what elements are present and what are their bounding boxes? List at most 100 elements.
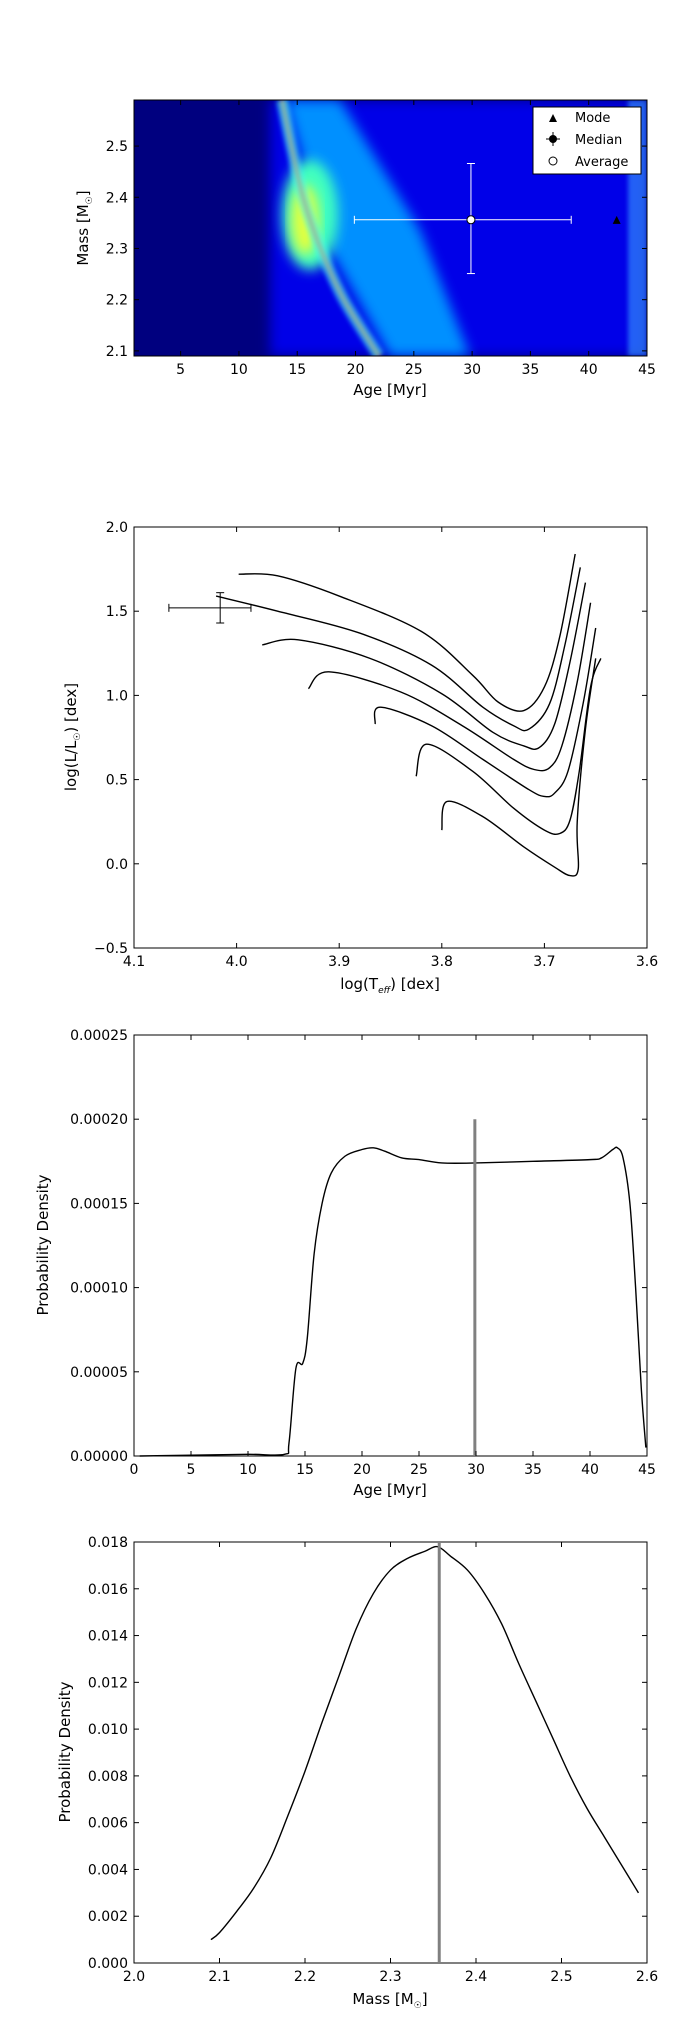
panel3-marks bbox=[210, 1542, 640, 1963]
y-tick-label: 0.004 bbox=[88, 1862, 128, 1878]
isochrone-line bbox=[215, 567, 581, 732]
y-tick-label: 0.00005 bbox=[70, 1365, 128, 1381]
x-tick-label: 2.4 bbox=[465, 1969, 487, 1985]
y-tick-label: 2.0 bbox=[106, 520, 128, 536]
legend-median-label: Median bbox=[575, 133, 622, 148]
panel2-marks bbox=[139, 1119, 647, 1457]
panel2-frame bbox=[133, 1034, 648, 1457]
legend-average-label: Average bbox=[575, 155, 628, 170]
x-tick-label: 3.8 bbox=[431, 954, 453, 970]
x-tick-label: 2.6 bbox=[636, 1969, 658, 1985]
pdf-line bbox=[139, 1146, 647, 1457]
y-tick-label: −0.5 bbox=[94, 941, 128, 957]
x-tick-label: 10 bbox=[239, 1462, 257, 1478]
y-tick-label: 0.010 bbox=[88, 1722, 128, 1738]
x-tick-label: 15 bbox=[288, 362, 306, 378]
panel-age-pdf: 0 5 10 15 20 25 30 35 40 45 0.00000 0.00005 0.00010 0… bbox=[34, 1028, 656, 1499]
y-tick-label: 2.2 bbox=[106, 293, 128, 309]
y-tick-label: 0.002 bbox=[88, 1909, 128, 1925]
isochrone-line bbox=[373, 627, 597, 798]
x-tick-label: 10 bbox=[230, 362, 248, 378]
x-tick-label: 0 bbox=[130, 1462, 139, 1478]
panel3-ylabel: Probability Density bbox=[56, 1681, 74, 1822]
panel0-frame bbox=[133, 99, 648, 357]
panel3-xlabel: Mass [M☉] bbox=[352, 1990, 427, 2011]
panel1-xlabel: log(Teff) [dex] bbox=[340, 975, 440, 996]
legend-mode-label: Mode bbox=[575, 111, 610, 126]
heatmap-cyan-band bbox=[285, 100, 470, 356]
y-tick-label: 0.00000 bbox=[70, 1449, 128, 1465]
panel3-frame bbox=[133, 1541, 648, 1964]
legend-median-marker bbox=[549, 135, 557, 143]
x-tick-label: 15 bbox=[296, 1462, 314, 1478]
panel0-ylabel: Mass [M☉] bbox=[74, 190, 95, 265]
x-tick-label: 5 bbox=[187, 1462, 196, 1478]
y-tick-label: 0.000 bbox=[88, 1956, 128, 1972]
x-tick-label: 2.0 bbox=[123, 1969, 145, 1985]
y-tick-label: 2.3 bbox=[106, 241, 128, 257]
x-tick-label: 4.1 bbox=[123, 954, 145, 970]
y-tick-label: 1.5 bbox=[106, 604, 128, 620]
x-tick-label: 2.2 bbox=[294, 1969, 316, 1985]
x-tick-label: 25 bbox=[410, 1462, 428, 1478]
x-tick-label: 3.7 bbox=[533, 954, 555, 970]
y-tick-label: 0.00010 bbox=[70, 1281, 128, 1297]
legend-mode-marker bbox=[549, 114, 557, 122]
x-tick-label: 4.0 bbox=[225, 954, 247, 970]
panel1-ylabel: log(L/L☉) [dex] bbox=[62, 683, 83, 791]
y-tick-label: 1.0 bbox=[106, 688, 128, 704]
y-tick-label: 2.1 bbox=[106, 344, 128, 360]
y-tick-label: 0.006 bbox=[88, 1816, 128, 1832]
pdf-line bbox=[210, 1545, 640, 1941]
panel3-axes: 2.0 2.1 2.2 2.3 2.4 2.5 2.6 0.000 0.002 0.004 0.00… bbox=[88, 1535, 658, 1985]
y-tick-label: 0.014 bbox=[88, 1629, 128, 1645]
panel2-axes: 0 5 10 15 20 25 30 35 40 45 0.00000 0.00005 0.00010 0… bbox=[70, 1028, 656, 1478]
x-tick-label: 35 bbox=[524, 1462, 542, 1478]
panel2-xlabel: Age [Myr] bbox=[353, 1481, 426, 1499]
y-tick-label: 0.018 bbox=[88, 1535, 128, 1551]
x-tick-label: 2.5 bbox=[550, 1969, 572, 1985]
y-tick-label: 0.016 bbox=[88, 1582, 128, 1598]
y-tick-label: 0.008 bbox=[88, 1769, 128, 1785]
x-tick-label: 40 bbox=[580, 362, 598, 378]
x-tick-label: 2.1 bbox=[208, 1969, 230, 1985]
legend-average-marker bbox=[548, 156, 558, 166]
x-tick-label: 30 bbox=[467, 1462, 485, 1478]
isochrone-line bbox=[307, 602, 592, 772]
x-tick-label: 3.6 bbox=[636, 954, 658, 970]
panel-mass-pdf: 2.0 2.1 2.2 2.3 2.4 2.5 2.6 0.000 0.002 0.004 0.00… bbox=[56, 1535, 658, 2011]
y-tick-label: 0.012 bbox=[88, 1675, 128, 1691]
x-tick-label: 35 bbox=[521, 362, 539, 378]
y-tick-label: 0.00015 bbox=[70, 1196, 128, 1212]
panel1-marks bbox=[168, 553, 602, 877]
x-tick-label: 5 bbox=[176, 362, 185, 378]
y-tick-label: 2.4 bbox=[106, 190, 128, 206]
x-tick-label: 2.3 bbox=[379, 1969, 401, 1985]
y-tick-label: 2.5 bbox=[106, 139, 128, 155]
x-tick-label: 3.9 bbox=[328, 954, 350, 970]
isochrone-line bbox=[415, 658, 602, 835]
isochrone-line bbox=[262, 582, 587, 751]
panel0-marks bbox=[353, 162, 621, 275]
x-tick-label: 40 bbox=[581, 1462, 599, 1478]
isochrone-line bbox=[441, 658, 597, 877]
panel-mass-age: 5 10 15 20 25 30 35 40 45 2.1 2.2 2.3 2.4 2.5 Mode Me… bbox=[74, 99, 656, 399]
x-tick-label: 25 bbox=[405, 362, 423, 378]
y-tick-label: 0.00025 bbox=[70, 1028, 128, 1044]
y-tick-label: 0.5 bbox=[106, 773, 128, 789]
median-average-marker bbox=[466, 215, 476, 225]
panel2-ylabel: Probability Density bbox=[34, 1174, 52, 1315]
legend: Mode Median Average bbox=[532, 106, 642, 175]
heatmap-ridge-halo bbox=[276, 100, 384, 356]
panel0-xlabel: Age [Myr] bbox=[353, 381, 426, 399]
y-tick-label: 0.00020 bbox=[70, 1112, 128, 1128]
x-tick-label: 20 bbox=[353, 1462, 371, 1478]
panel1-frame bbox=[133, 526, 648, 949]
y-tick-label: 0.0 bbox=[106, 857, 128, 873]
isochrone-line bbox=[238, 553, 576, 712]
x-tick-label: 45 bbox=[638, 362, 656, 378]
x-tick-label: 30 bbox=[463, 362, 481, 378]
x-tick-label: 20 bbox=[347, 362, 365, 378]
mode-marker bbox=[612, 215, 621, 224]
